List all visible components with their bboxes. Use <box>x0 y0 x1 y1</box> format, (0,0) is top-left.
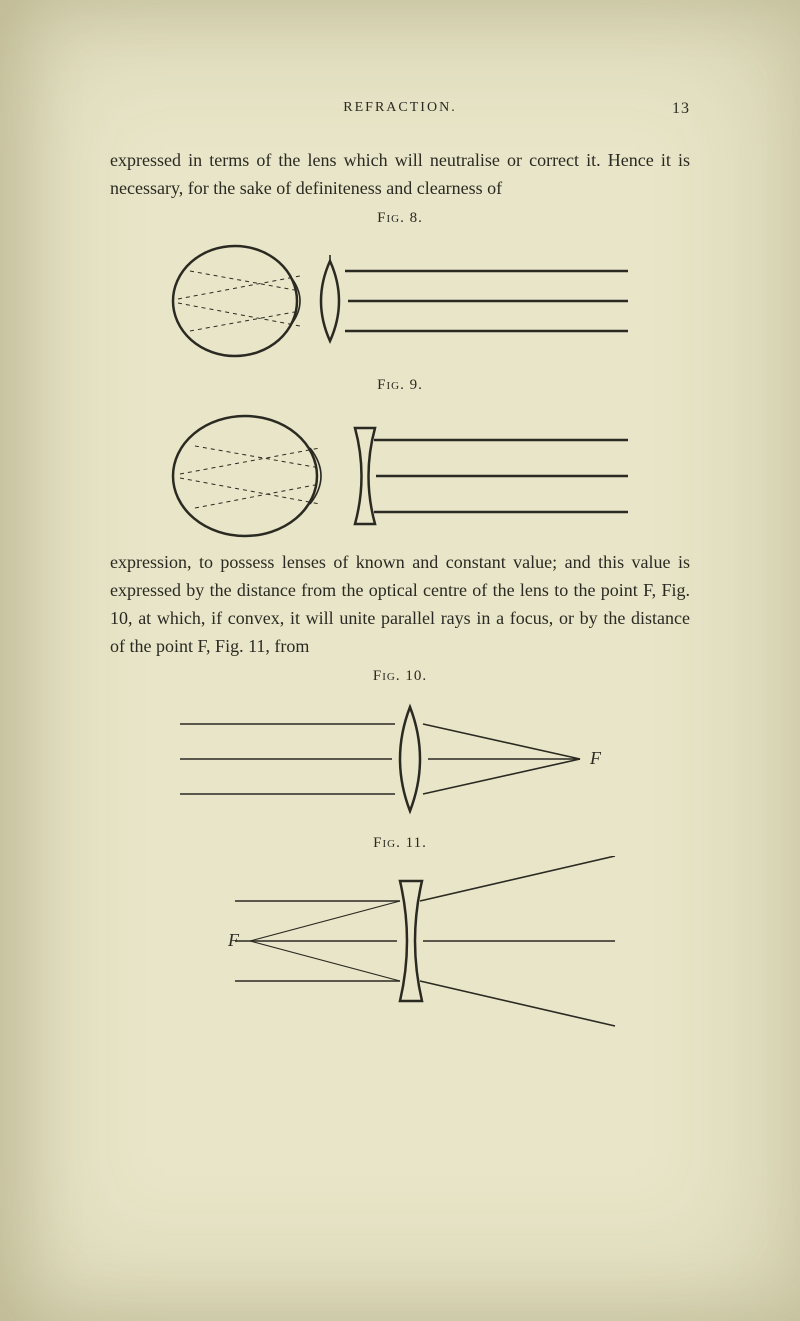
paragraph-2: expression, to possess lenses of known a… <box>110 548 690 660</box>
running-head: REFRACTION. 13 <box>110 100 690 116</box>
figure-10-label: Fig. 10. <box>110 668 690 685</box>
figure-11-F-label: F <box>227 930 240 950</box>
figure-9-label: Fig. 9. <box>110 377 690 394</box>
figure-11-label: Fig. 11. <box>110 835 690 852</box>
figure-8-svg <box>160 231 640 371</box>
figure-8-label: Fig. 8. <box>110 210 690 227</box>
page-number: 13 <box>672 100 690 118</box>
figure-10-svg: F <box>160 689 640 829</box>
figure-11-svg: F <box>160 856 640 1031</box>
running-title: REFRACTION. <box>343 100 456 115</box>
paragraph-1: expressed in terms of the lens which wil… <box>110 146 690 202</box>
figure-9-svg <box>160 398 640 548</box>
page-content: REFRACTION. 13 expressed in terms of the… <box>110 100 690 1031</box>
figure-10-F-label: F <box>589 748 602 768</box>
